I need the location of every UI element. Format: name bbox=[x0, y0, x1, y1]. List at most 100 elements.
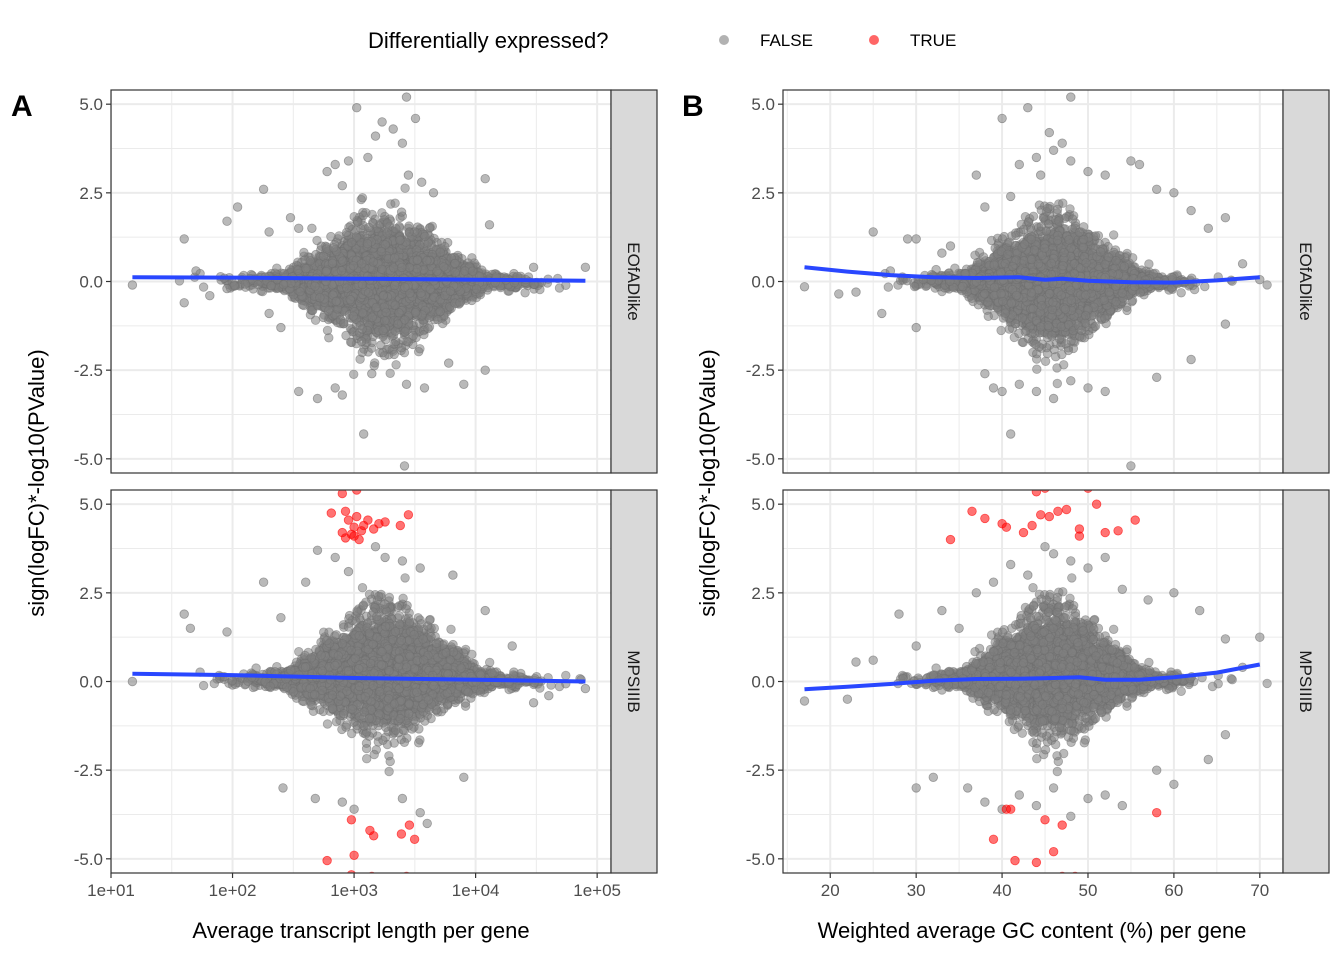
point-false bbox=[357, 347, 368, 358]
point-false bbox=[264, 227, 274, 237]
point-false bbox=[399, 461, 410, 471]
point-false bbox=[400, 327, 410, 337]
point-false bbox=[382, 218, 393, 228]
point-false bbox=[179, 234, 189, 244]
point-false bbox=[480, 365, 490, 375]
y-tick-label: 5.0 bbox=[79, 95, 103, 114]
point-false bbox=[405, 288, 415, 299]
point-false bbox=[395, 235, 405, 246]
point-false bbox=[425, 284, 435, 294]
point-false bbox=[222, 216, 232, 226]
point-false bbox=[428, 188, 439, 198]
point-false bbox=[467, 266, 478, 276]
point-false bbox=[394, 308, 404, 318]
x-axis-title-a: Average transcript length per gene bbox=[192, 918, 529, 943]
point-false bbox=[401, 92, 412, 102]
point-false bbox=[400, 282, 410, 293]
legend-key-true bbox=[869, 35, 879, 45]
point-false bbox=[348, 261, 359, 271]
point-false bbox=[346, 337, 356, 347]
point-false bbox=[191, 266, 201, 276]
point-false bbox=[342, 283, 352, 293]
point-false bbox=[310, 281, 320, 291]
point-false bbox=[315, 293, 325, 303]
point-false bbox=[330, 159, 340, 170]
point-false bbox=[391, 360, 401, 370]
point-false bbox=[352, 102, 362, 113]
point-false bbox=[390, 280, 400, 291]
y-tick-label: 0.0 bbox=[79, 273, 103, 292]
point-false bbox=[312, 235, 322, 246]
point-false bbox=[299, 247, 309, 258]
point-false bbox=[400, 183, 410, 193]
point-false bbox=[397, 138, 408, 148]
point-false bbox=[362, 754, 372, 764]
point-false bbox=[336, 266, 347, 276]
point-false bbox=[359, 429, 369, 439]
point-false bbox=[222, 283, 232, 294]
point-false bbox=[327, 258, 338, 269]
point-false bbox=[403, 170, 414, 180]
trend-line-eofadlike bbox=[132, 275, 586, 283]
point-false bbox=[439, 262, 449, 272]
point-false bbox=[378, 325, 388, 336]
panel-a: EOfADlike5.02.50.0-2.5-5.0MPSIIIB5.02.50… bbox=[74, 89, 658, 900]
point-false bbox=[331, 296, 341, 307]
point-false bbox=[357, 324, 367, 334]
point-false bbox=[554, 283, 565, 293]
point-false bbox=[459, 379, 469, 390]
legend-label-true: TRUE bbox=[910, 31, 956, 50]
point-false bbox=[321, 266, 331, 277]
point-false bbox=[301, 263, 311, 274]
point-false bbox=[328, 242, 339, 253]
point-false bbox=[480, 173, 490, 184]
point-false bbox=[455, 298, 465, 308]
point-false bbox=[266, 281, 277, 291]
point-false bbox=[338, 256, 348, 266]
point-false bbox=[410, 113, 421, 124]
point-false bbox=[385, 368, 395, 379]
point-false bbox=[422, 255, 432, 266]
point-false bbox=[334, 231, 344, 241]
facet-strip bbox=[610, 89, 658, 474]
point-false bbox=[285, 212, 296, 223]
point-false bbox=[179, 298, 189, 308]
point-false bbox=[294, 386, 304, 397]
point-false bbox=[253, 280, 263, 290]
point-false bbox=[305, 256, 316, 266]
point-false bbox=[384, 766, 394, 777]
legend: Differentially expressed? FALSE TRUE bbox=[368, 28, 956, 53]
point-false bbox=[205, 291, 215, 301]
point-false bbox=[408, 330, 419, 341]
point-false bbox=[402, 336, 412, 347]
point-false bbox=[322, 325, 333, 336]
point-false bbox=[364, 222, 374, 233]
point-false bbox=[362, 238, 373, 249]
y-tick-label: -2.5 bbox=[74, 361, 103, 380]
point-false bbox=[410, 307, 421, 318]
legend-label-false: FALSE bbox=[760, 31, 813, 50]
point-false bbox=[438, 318, 448, 329]
point-false bbox=[294, 223, 304, 234]
x-axis-title-b: Weighted average GC content (%) per gene bbox=[818, 918, 1247, 943]
facet-strip-label: EOfADlike bbox=[624, 242, 643, 320]
point-false bbox=[425, 222, 435, 233]
point-false bbox=[356, 336, 367, 347]
point-false bbox=[435, 306, 445, 317]
point-false bbox=[307, 223, 317, 234]
point-false bbox=[299, 300, 309, 311]
point-false bbox=[397, 262, 407, 273]
point-false bbox=[341, 330, 351, 341]
point-false bbox=[414, 347, 424, 357]
point-false bbox=[278, 279, 289, 290]
point-false bbox=[391, 223, 401, 234]
point-false bbox=[390, 198, 400, 208]
point-false bbox=[381, 307, 391, 318]
point-false bbox=[349, 369, 359, 380]
point-false bbox=[337, 180, 348, 191]
point-false bbox=[322, 166, 332, 177]
point-false bbox=[367, 343, 377, 353]
point-false bbox=[393, 319, 403, 329]
y-tick-label: 2.5 bbox=[79, 184, 103, 203]
